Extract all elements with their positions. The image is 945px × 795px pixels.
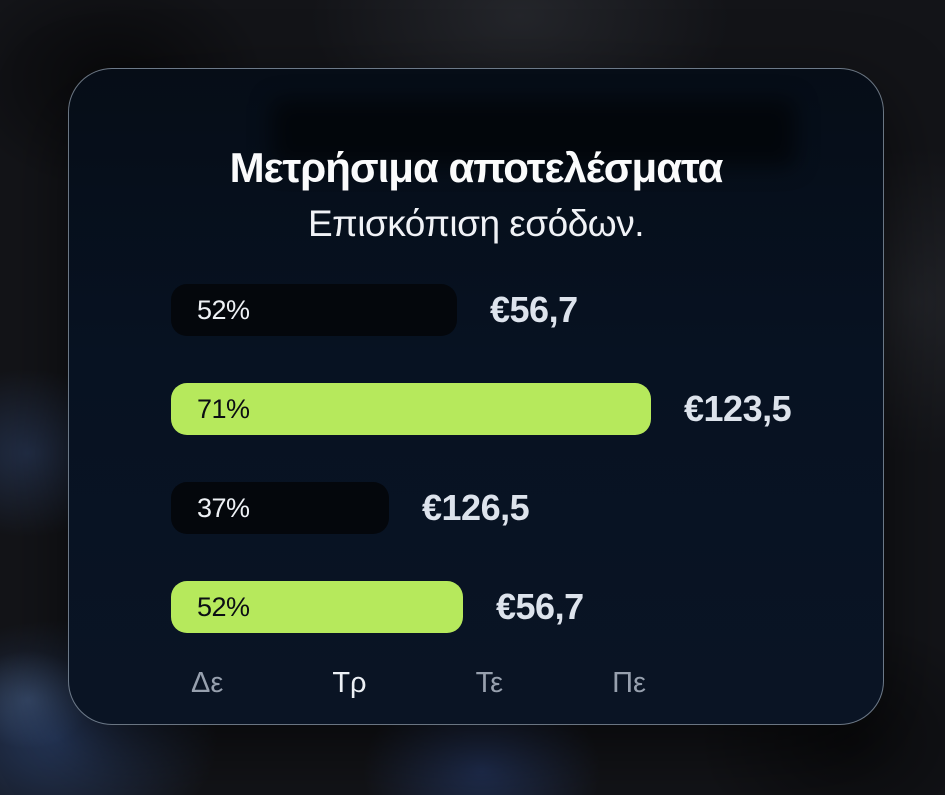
- bar-Δε[interactable]: 52%: [171, 284, 457, 336]
- bar-row: 52% €56,7: [171, 581, 871, 633]
- day-label-Τε[interactable]: Τε: [475, 667, 504, 699]
- revenue-overview-card: Μετρήσιμα αποτελέσματα Επισκόπιση εσόδων…: [68, 68, 884, 725]
- bar-Πε[interactable]: 52%: [171, 581, 463, 633]
- bar-row: 37% €126,5: [171, 482, 871, 534]
- bar-value-label: €123,5: [684, 388, 792, 429]
- bar-value-label: €126,5: [422, 487, 530, 528]
- title-backdrop: [271, 99, 796, 167]
- bar-Τρ[interactable]: 71%: [171, 383, 651, 435]
- day-axis: Δε Τρ Τε Πε: [191, 667, 646, 700]
- card-subtitle: Επισκόπιση εσόδων.: [308, 203, 644, 244]
- bar-Τε[interactable]: 37%: [171, 482, 389, 534]
- bar-percent-label: 37%: [197, 492, 250, 523]
- bar-percent-label: 52%: [197, 591, 250, 622]
- day-label-Πε[interactable]: Πε: [612, 667, 646, 699]
- day-label-Δε[interactable]: Δε: [191, 667, 224, 699]
- bar-row: 52% €56,7: [171, 284, 871, 336]
- day-label-Τρ[interactable]: Τρ: [332, 667, 367, 699]
- bar-value-label: €56,7: [490, 289, 578, 330]
- bar-chart: 52% €56,7 71% €123,5 37% €126,5 52% €56,7: [171, 284, 871, 680]
- bar-row: 71% €123,5: [171, 383, 871, 435]
- bar-percent-label: 71%: [197, 393, 250, 424]
- bar-value-label: €56,7: [496, 586, 584, 627]
- card-title: Μετρήσιμα αποτελέσματα: [229, 144, 724, 191]
- bar-percent-label: 52%: [197, 294, 250, 325]
